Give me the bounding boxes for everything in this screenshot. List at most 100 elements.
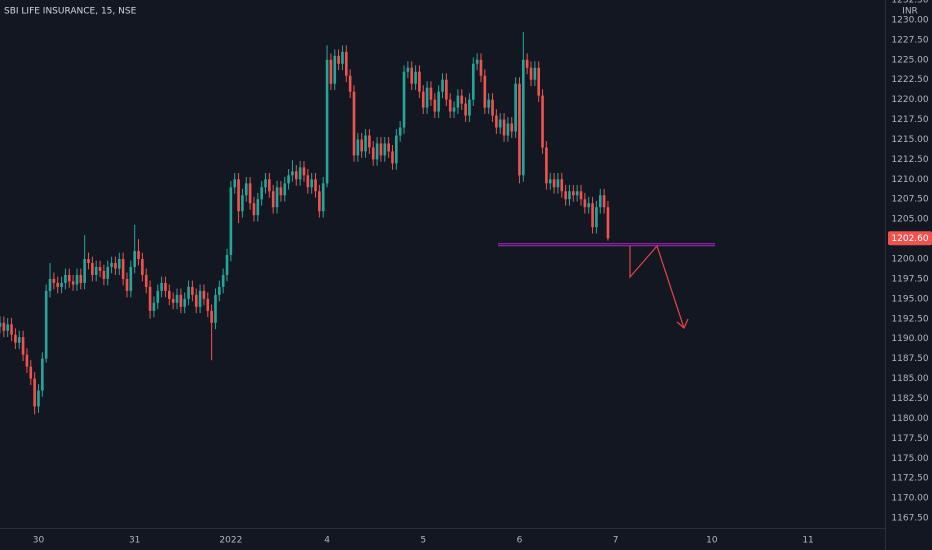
candle-body — [533, 67, 537, 80]
candle-body — [229, 187, 233, 256]
x-tick-label: 7 — [613, 536, 619, 546]
candle-body — [60, 282, 63, 287]
candle-body — [156, 290, 160, 303]
candle-body — [275, 187, 279, 208]
candle-body — [575, 191, 579, 196]
candle-body — [521, 59, 525, 176]
candle-body — [237, 179, 240, 212]
candle-body — [64, 274, 67, 283]
candle-body — [333, 55, 337, 84]
candle-body — [418, 71, 421, 92]
candle-body — [171, 298, 175, 303]
candle-body — [198, 290, 202, 307]
candle-body — [264, 179, 267, 188]
y-tick-label: 1222.50 — [891, 75, 928, 85]
candle-body — [202, 290, 206, 299]
candle-body — [10, 324, 13, 335]
candle-body — [164, 282, 167, 291]
candle-body — [179, 294, 183, 307]
candle-body — [352, 91, 356, 156]
y-tick-label: 1197.50 — [891, 274, 928, 284]
x-tick-label: 11 — [802, 536, 813, 546]
candle-body — [241, 195, 244, 212]
candle-body — [460, 95, 464, 104]
arrow-path — [629, 244, 685, 329]
last-price-label: 1202.60 — [891, 234, 928, 244]
candle-body — [2, 322, 6, 331]
candle-body — [498, 119, 502, 128]
y-tick-label: 1192.50 — [891, 314, 928, 324]
candle-body — [344, 51, 348, 76]
candle-body — [348, 75, 352, 92]
x-tick-label: 30 — [33, 536, 45, 546]
x-tick-label: 2022 — [219, 536, 242, 546]
candle-body — [579, 191, 583, 200]
candle-body — [106, 266, 110, 279]
candle-body — [441, 79, 444, 92]
candle-body — [87, 259, 90, 264]
y-tick-label: 1195.00 — [891, 294, 928, 304]
candle-body — [464, 103, 467, 116]
candle-body — [556, 179, 560, 188]
candle-body — [321, 183, 325, 212]
candle-body — [425, 87, 429, 108]
candle-body — [329, 59, 333, 84]
candle-body — [564, 191, 567, 200]
candle-body — [541, 95, 544, 148]
candle-body — [33, 378, 36, 407]
candle-body — [445, 79, 448, 100]
y-tick-label: 1185.00 — [891, 374, 928, 384]
candle-body — [144, 274, 148, 287]
y-tick-label: 1225.00 — [891, 55, 928, 65]
candle-body — [325, 59, 329, 184]
candle-body — [191, 286, 194, 295]
y-tick-label: 1200.00 — [891, 255, 928, 265]
candle-body — [91, 263, 94, 275]
x-tick-label: 5 — [420, 536, 426, 546]
candle-body — [429, 87, 433, 100]
candle-body — [514, 83, 517, 132]
currency-label: INR — [902, 7, 918, 17]
candle-body — [314, 179, 317, 192]
candle-body — [572, 191, 575, 196]
candle-body — [383, 143, 387, 156]
candle-body — [552, 179, 556, 188]
candle-body — [356, 139, 360, 156]
candle-body — [260, 187, 263, 200]
candle-body — [475, 59, 479, 64]
y-tick-label: 1190.00 — [891, 334, 928, 344]
candle-body — [152, 302, 156, 311]
y-tick-label: 1230.00 — [891, 15, 928, 25]
y-tick-label: 1227.50 — [891, 35, 928, 45]
candle-body — [375, 143, 379, 160]
candle-body — [471, 63, 475, 100]
candle-body — [117, 259, 121, 269]
candle-body — [395, 135, 398, 164]
candle-body — [21, 337, 25, 355]
candle-body — [129, 266, 133, 291]
candle-body — [110, 263, 113, 267]
y-tick-label: 1177.50 — [891, 434, 928, 444]
candle-body — [337, 55, 340, 64]
candle-body — [537, 67, 541, 96]
candle-body — [0, 322, 2, 327]
candle-body — [214, 294, 217, 323]
candle-body — [225, 255, 229, 275]
candle-body — [133, 251, 136, 267]
candle-body — [83, 259, 86, 283]
candle-body — [306, 175, 310, 188]
candle-body — [183, 298, 187, 307]
y-tick-label: 1205.00 — [891, 215, 928, 225]
candle-body — [14, 334, 17, 343]
candle-body — [29, 366, 33, 379]
candle-body — [410, 67, 414, 84]
candle-body — [448, 99, 452, 112]
candle-body — [141, 259, 144, 275]
candle-body — [406, 67, 410, 72]
candle-body — [414, 71, 417, 84]
y-tick-label: 1220.00 — [891, 95, 928, 105]
candle-body — [94, 266, 98, 275]
y-tick-label: 1180.00 — [891, 414, 928, 424]
candle-body — [167, 290, 171, 299]
candle-body — [387, 143, 390, 152]
